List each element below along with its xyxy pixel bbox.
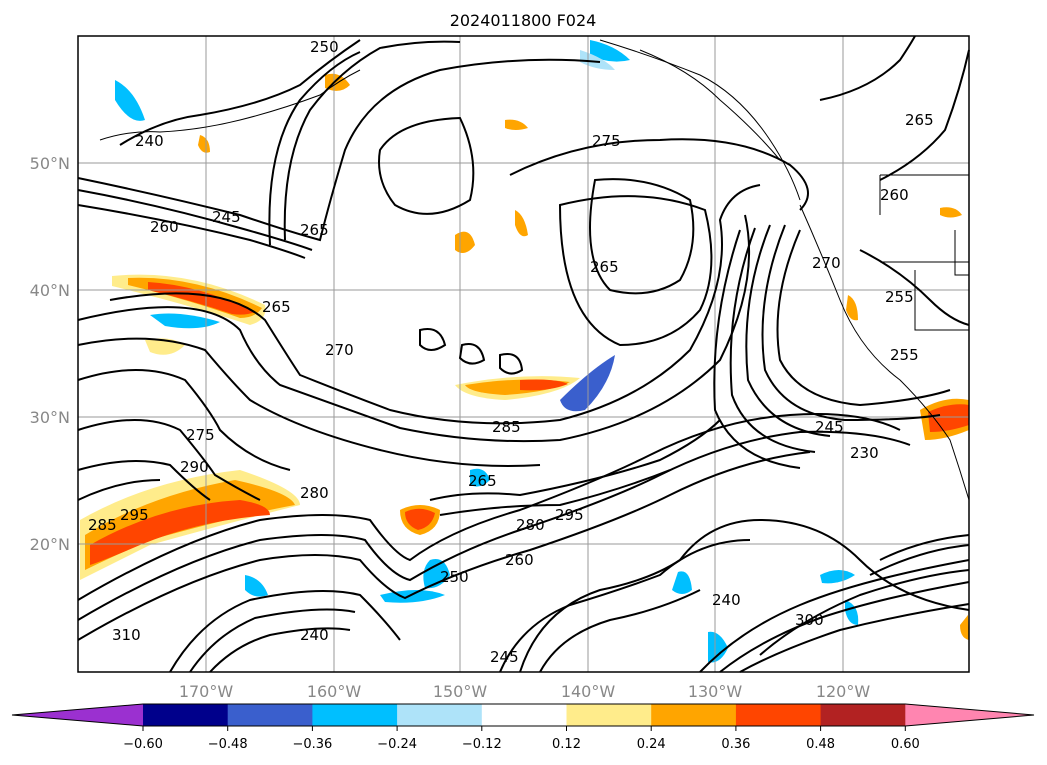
colorbar-tick-label: −0.24 [377, 737, 417, 752]
contour-label: 295 [555, 506, 584, 524]
contour-label: 250 [310, 38, 339, 56]
lon-label: 150°W [433, 682, 488, 701]
map-title: 2024011800 F024 [450, 11, 597, 30]
contour-label: 250 [440, 568, 469, 586]
map-frame [77, 35, 970, 673]
colorbar-arrow-high [905, 704, 1034, 726]
colorbar-segment [227, 704, 313, 726]
colorbar-arrow-low [12, 704, 143, 726]
contour-label: 295 [120, 506, 149, 524]
lat-label: 40°N [30, 281, 70, 300]
colorbar-tick-label: 0.60 [891, 737, 920, 752]
contour-lines [77, 35, 970, 673]
colorbar-tick-label: −0.12 [462, 737, 502, 752]
contour-label: 260 [150, 218, 179, 236]
colorbar-tick-label: 0.12 [552, 737, 581, 752]
map-panel: 240 250 260 245 265 275 265 265 270 270 … [77, 35, 970, 673]
contour-label: 270 [325, 341, 354, 359]
lat-label: 30°N [30, 408, 70, 427]
contour-label: 265 [300, 221, 329, 239]
map-background [78, 36, 969, 672]
contour-label: 245 [490, 648, 519, 666]
contour-labels: 240 250 260 245 265 275 265 265 270 270 … [88, 38, 934, 666]
lon-label: 120°W [816, 682, 871, 701]
contour-label: 265 [262, 298, 291, 316]
longitude-labels: 170°W 160°W 150°W 140°W 130°W 120°W [179, 682, 871, 701]
contour-label: 240 [135, 132, 164, 150]
contour-label: 275 [186, 426, 215, 444]
contour-label: 285 [88, 516, 117, 534]
colorbar-segment [735, 704, 822, 726]
contour-label: 260 [880, 186, 909, 204]
contour-label: 255 [885, 288, 914, 306]
colorbar-segment [143, 704, 229, 726]
contour-label: 240 [712, 591, 741, 609]
colorbar-segment [566, 704, 652, 726]
contour-label: 300 [795, 611, 824, 629]
colorbar-tick-label: 0.36 [721, 737, 750, 752]
lat-label: 50°N [30, 154, 70, 173]
contour-label: 280 [300, 484, 329, 502]
colorbar-segment [312, 704, 398, 726]
contour-label: 310 [112, 626, 141, 644]
colorbar-segment [397, 704, 483, 726]
contour-label: 230 [850, 444, 879, 462]
colorbar-segment [820, 704, 906, 726]
contour-label: 275 [592, 132, 621, 150]
contour-label: 265 [468, 472, 497, 490]
contour-label: 265 [905, 111, 934, 129]
lon-label: 140°W [561, 682, 616, 701]
colorbar: −0.60 −0.48 −0.36 −0.24 −0.12 0.12 0.24 0.36 0.4… [11, 703, 1035, 752]
coastlines [99, 39, 970, 501]
colorbar-segment [651, 704, 737, 726]
contour-label: 270 [812, 254, 841, 272]
contour-label: 290 [180, 458, 209, 476]
colorbar-tick-label: −0.60 [123, 737, 163, 752]
lat-label: 20°N [30, 535, 70, 554]
colorbar-tick-label: −0.36 [292, 737, 332, 752]
contour-label: 245 [815, 418, 844, 436]
latitude-labels: 50°N 40°N 30°N 20°N [30, 154, 70, 554]
contour-label: 285 [492, 418, 521, 436]
colorbar-segment [481, 704, 567, 726]
colorbar-tick-label: 0.24 [637, 737, 666, 752]
colorbar-tick-label: 0.48 [806, 737, 835, 752]
lon-label: 160°W [307, 682, 362, 701]
contour-label: 255 [890, 346, 919, 364]
contour-label: 260 [505, 551, 534, 569]
lon-label: 130°W [688, 682, 743, 701]
colorbar-tick-label: −0.48 [208, 737, 248, 752]
lon-label: 170°W [179, 682, 234, 701]
contour-label: 240 [300, 626, 329, 644]
contour-label: 265 [590, 258, 619, 276]
contour-label: 280 [516, 516, 545, 534]
contour-label: 245 [212, 208, 241, 226]
